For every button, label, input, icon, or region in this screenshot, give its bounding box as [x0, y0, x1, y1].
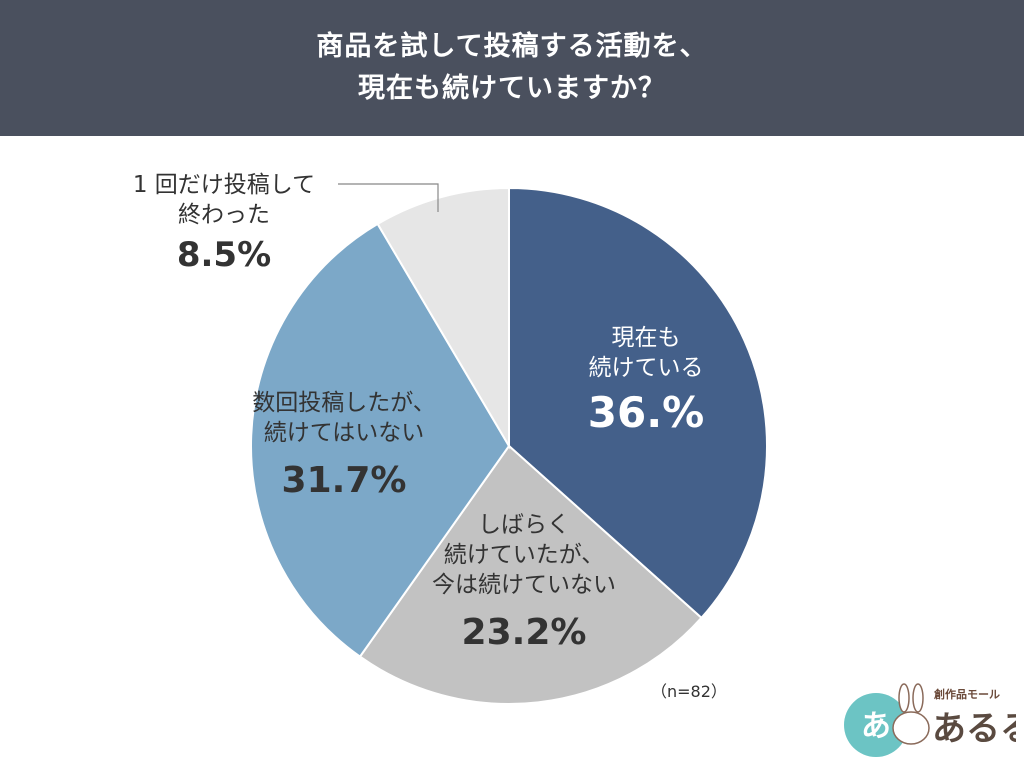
chart-title-line-2: 現在も続けていますか？ [358, 73, 666, 104]
chart-header: 商品を試して投稿する活動を、 現在も続けていますか？ [0, 0, 1024, 136]
logo-tagline: 創作品モール [933, 687, 1000, 701]
leader-line [338, 183, 439, 212]
slice-label-2-line-1: しばらく [478, 512, 570, 538]
logo-badge-text: あ [861, 709, 891, 744]
slice-label-1-line-1: 現在も [612, 325, 681, 351]
pie-slice-2 [358, 444, 703, 705]
slice-label-1-line-2: 続けている [589, 355, 704, 381]
pie-slice-4 [376, 186, 510, 450]
slice-label-3-line-2: 続けてはいない [264, 420, 425, 446]
slice-value-label-1: 36.% [588, 388, 704, 437]
pie-slice-1 [508, 186, 768, 620]
brand-logo: あ 創作品モール あるる [844, 683, 1016, 757]
slice-value-label-4: 8.5% [177, 235, 271, 275]
slice-label-3-line-1: 数回投稿したが、 [252, 390, 436, 416]
pie-slice-3 [250, 222, 511, 659]
rabbit-icon [892, 683, 930, 745]
logo-name: あるる [932, 709, 1016, 749]
slice-label-2-line-2: 続けていたが、 [444, 542, 605, 568]
slice-value-label-2: 23.2% [462, 612, 587, 653]
slice-value-label-3: 31.7% [282, 460, 407, 501]
sample-size-note: （n=82） [651, 682, 727, 701]
slice-label-2-line-3: 今は続けていない [432, 572, 616, 598]
chart-title-line-1: 商品を試して投稿する活動を、 [316, 31, 708, 62]
slice-label-4-line-2: 終わった [178, 202, 270, 228]
slice-label-4-line-1: 1 回だけ投稿して [133, 172, 315, 198]
logo-badge-circle [844, 693, 908, 757]
